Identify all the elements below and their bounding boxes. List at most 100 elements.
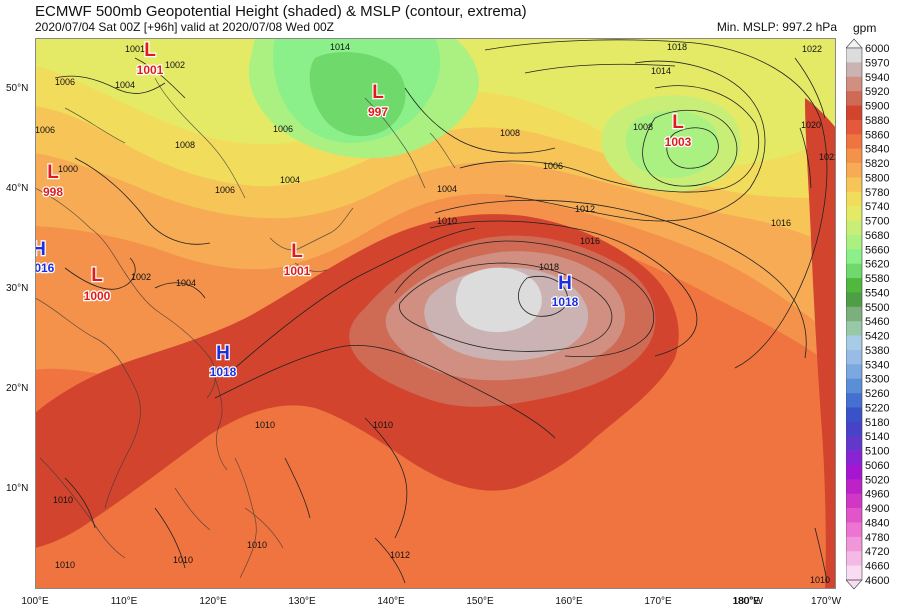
low-center-value: 1001: [137, 63, 164, 77]
colorbar-swatch: [846, 508, 862, 523]
svg-text:1002: 1002: [131, 272, 151, 282]
svg-text:1016: 1016: [771, 218, 791, 228]
lon-label: 180°W: [732, 596, 764, 607]
colorbar-swatch: [846, 551, 862, 566]
low-center-letter: L: [291, 241, 303, 262]
colorbar-swatch: [846, 335, 862, 351]
low-center-value: 997: [368, 105, 388, 119]
colorbar-swatch: [846, 206, 862, 221]
svg-text:1004: 1004: [115, 80, 135, 90]
lat-label: 40°N: [6, 183, 29, 194]
colorbar-tick-label: 5340: [865, 359, 889, 371]
high-center-value: 1016: [35, 261, 55, 275]
colorbar-swatch: [846, 220, 862, 236]
lon-label: 100°E: [21, 596, 49, 607]
title: ECMWF 500mb Geopotential Height (shaded)…: [35, 3, 527, 20]
lat-label: 50°N: [6, 83, 29, 94]
colorbar-units: gpm: [853, 21, 877, 35]
colorbar-swatch: [846, 91, 862, 106]
colorbar-tick-label: 5700: [865, 216, 889, 228]
lon-label: 140°E: [377, 596, 405, 607]
colorbar-frame: [846, 47, 863, 581]
colorbar-tick-label: 4960: [865, 489, 889, 501]
colorbar-tick-label: 5180: [865, 417, 889, 429]
svg-text:1002: 1002: [165, 60, 185, 70]
colorbar-tick-label: 5920: [865, 86, 889, 98]
colorbar-tick-label: 5800: [865, 172, 889, 184]
high-center-letter: H: [216, 343, 230, 364]
svg-text:1010: 1010: [255, 420, 275, 430]
svg-text:1014: 1014: [651, 66, 671, 76]
colorbar-tick-label: 5620: [865, 259, 889, 271]
colorbar-tick-label: 5540: [865, 287, 889, 299]
colorbar-tick-label: 5140: [865, 431, 889, 443]
svg-text:1012: 1012: [575, 204, 595, 214]
colorbar-tick-label: 4660: [865, 561, 889, 573]
colorbar-swatch: [846, 364, 862, 380]
colorbar-tick-label: 5060: [865, 460, 889, 472]
coastlines: [35, 77, 456, 579]
colorbar-tick-label: 4840: [865, 517, 889, 529]
low-center-letter: L: [47, 162, 59, 183]
colorbar-swatch: [846, 119, 862, 135]
svg-text:1010: 1010: [810, 575, 830, 585]
colorbar-swatch: [846, 163, 862, 178]
colorbar-swatch: [846, 479, 862, 495]
svg-text:1004: 1004: [437, 184, 457, 194]
lat-label: 10°N: [6, 483, 29, 494]
svg-text:1004: 1004: [280, 175, 300, 185]
svg-text:1018: 1018: [539, 262, 559, 272]
colorbar-tick-label: 5100: [865, 446, 889, 458]
lon-label: 170°E: [644, 596, 672, 607]
colorbar-swatch: [846, 263, 862, 279]
colorbar-swatch: [846, 249, 862, 264]
high-center-value: 1018: [552, 295, 579, 309]
isobar-labels: 1001 1002 1004 1006 1006 1006 1004 1000 …: [35, 42, 836, 585]
svg-text:1012: 1012: [390, 550, 410, 560]
lon-label: 160°E: [555, 596, 583, 607]
high-center-letter: H: [558, 273, 572, 294]
colorbar-tick-label: 4780: [865, 532, 889, 544]
lon-label-overlap: 180°E: [732, 596, 760, 607]
lon-label: 120°E: [199, 596, 227, 607]
colorbar-tick-label: 5300: [865, 374, 889, 386]
colorbar: 6000 5970 5940 5920 5900 5880 5860 5840 5820 5800…: [846, 38, 889, 590]
low-center-value: 1003: [665, 135, 692, 149]
lon-label: 130°E: [288, 596, 316, 607]
colorbar-swatch: [846, 349, 862, 365]
svg-text:1000: 1000: [58, 164, 78, 174]
colorbar-tick-label: 5860: [865, 129, 889, 141]
svg-text:1006: 1006: [55, 77, 75, 87]
colorbar-tick-label: 5740: [865, 201, 889, 213]
colorbar-tick-label: 5780: [865, 187, 889, 199]
svg-text:1016: 1016: [580, 236, 600, 246]
min-mslp-readout: Min. MSLP: 997.2 hPa: [716, 20, 837, 34]
lon-label: 110°E: [110, 596, 138, 607]
low-center-letter: L: [144, 40, 156, 61]
colorbar-swatch: [846, 148, 862, 164]
svg-text:1022: 1022: [802, 44, 822, 54]
colorbar-tick-label: 5260: [865, 388, 889, 400]
svg-text:1010: 1010: [247, 540, 267, 550]
colorbar-tick-label: 5580: [865, 273, 889, 285]
colorbar-swatch: [846, 234, 862, 250]
colorbar-swatch: [846, 536, 862, 552]
colorbar-tick-label: 5220: [865, 402, 889, 414]
low-center-letter: L: [672, 112, 684, 133]
colorbar-swatch: [846, 421, 862, 437]
colorbar-swatch: [846, 76, 862, 92]
colorbar-swatch: [846, 62, 862, 78]
colorbar-tick-label: 4720: [865, 546, 889, 558]
colorbar-extend-top: [846, 38, 863, 49]
colorbar-tick-label: 5900: [865, 101, 889, 113]
colorbar-tick-label: 5970: [865, 57, 889, 69]
svg-text:1010: 1010: [173, 555, 193, 565]
svg-text:1010: 1010: [437, 216, 457, 226]
colorbar-tick-label: 5460: [865, 316, 889, 328]
colorbar-swatch: [846, 321, 862, 336]
low-center-value: 1001: [284, 264, 311, 278]
colorbar-extend-bottom: [846, 579, 863, 590]
colorbar-tick-label: 6000: [865, 43, 889, 55]
svg-text:1010: 1010: [373, 420, 393, 430]
svg-text:1008: 1008: [633, 122, 653, 132]
